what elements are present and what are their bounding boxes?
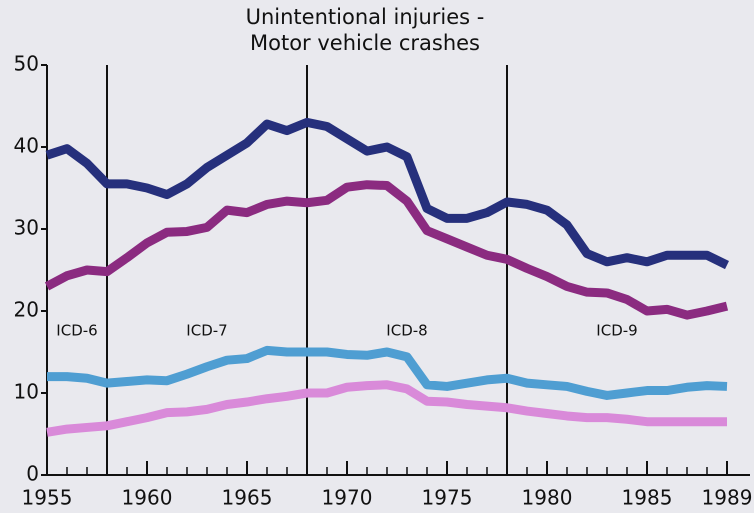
x-tick-label: 1970 [322, 486, 373, 510]
y-tick-label: 30 [14, 216, 39, 240]
series-line [45, 117, 729, 270]
chart-title: Unintentional injuries - Motor vehicle c… [245, 5, 485, 55]
x-tick-label: 1955 [22, 486, 73, 510]
y-tick-label: 50 [14, 52, 39, 76]
series-line [47, 345, 728, 400]
x-tick-label: 1985 [622, 486, 673, 510]
annotation: ICD-6 [56, 322, 97, 340]
y-tick-label: 20 [14, 298, 39, 322]
annotation: ICD-7 [186, 322, 227, 340]
series-line [46, 380, 727, 437]
x-tick-label: 1989 [702, 486, 753, 510]
x-tick-label: 1965 [222, 486, 273, 510]
y-tick-label: 40 [14, 134, 39, 158]
x-tick-label: 1975 [422, 486, 473, 510]
x-tick-label: 1980 [522, 486, 573, 510]
x-tick-label: 1960 [122, 486, 173, 510]
annotation: ICD-9 [596, 322, 637, 340]
y-tick-label: 10 [14, 380, 39, 404]
y-tick-label: 0 [26, 462, 39, 486]
annotation: ICD-8 [386, 322, 427, 340]
series-line [44, 180, 729, 320]
